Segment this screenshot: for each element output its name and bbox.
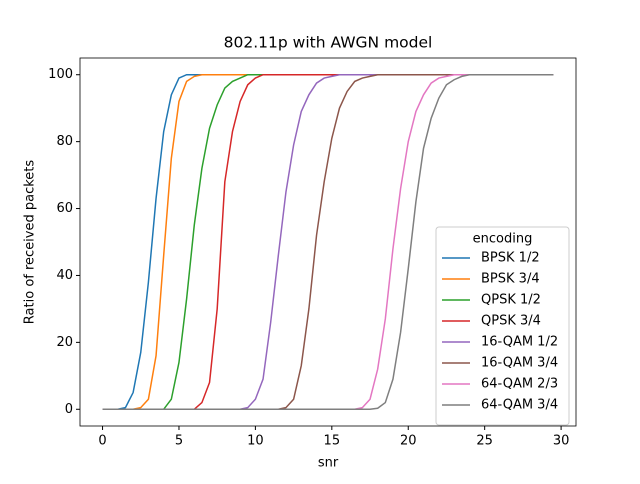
x-tick-label: 30 [553, 434, 570, 449]
legend-label: BPSK 1/2 [481, 251, 540, 266]
x-tick-label: 10 [247, 434, 264, 449]
legend-label: 16-QAM 1/2 [481, 335, 558, 350]
plot-frame [79, 57, 577, 427]
x-tick-label: 25 [476, 434, 493, 449]
x-axis-label: snr [318, 456, 339, 471]
x-tick-label: 5 [175, 434, 183, 449]
legend-label: 64-QAM 2/3 [481, 377, 558, 392]
x-tick-label: 15 [324, 434, 341, 449]
legend-label: 64-QAM 3/4 [481, 398, 558, 413]
y-tick-label: 40 [56, 268, 73, 283]
legend-label: BPSK 3/4 [481, 272, 540, 287]
y-tick-label: 60 [56, 201, 73, 216]
legend-label: 16-QAM 3/4 [481, 356, 558, 371]
y-tick-label: 0 [65, 402, 73, 417]
y-tick-label: 100 [48, 67, 73, 82]
chart-title: 802.11p with AWGN model [224, 34, 433, 52]
y-tick-label: 20 [56, 335, 73, 350]
y-axis-label: Ratio of received packets [23, 160, 38, 325]
legend-label: QPSK 1/2 [481, 293, 541, 308]
line-series [102, 73, 554, 411]
legend-label: QPSK 3/4 [481, 314, 541, 329]
y-tick-label: 80 [56, 134, 73, 149]
x-tick-label: 0 [98, 434, 106, 449]
legend-box [435, 226, 570, 426]
legend-title: encoding [473, 232, 533, 247]
x-tick-label: 20 [400, 434, 417, 449]
